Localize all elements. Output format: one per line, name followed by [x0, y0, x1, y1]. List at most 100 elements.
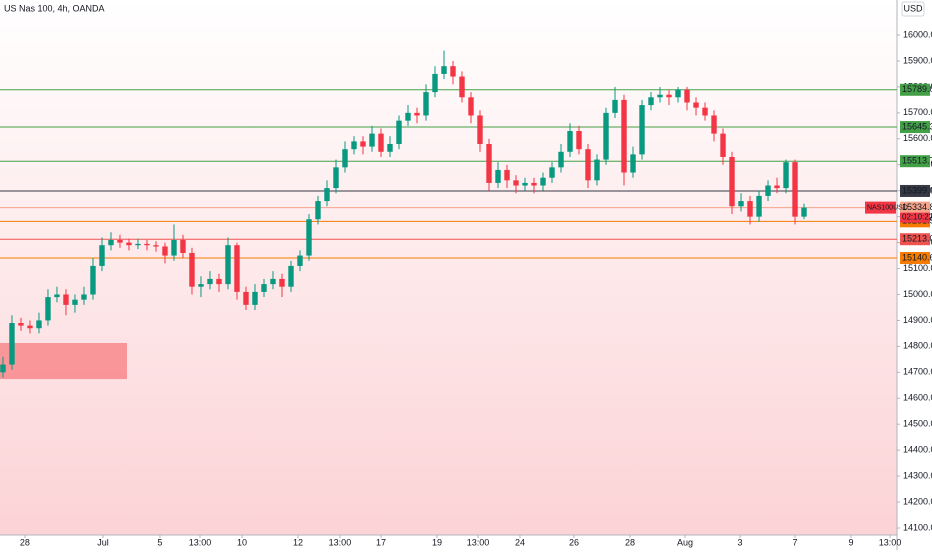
- candle-body: [495, 169, 501, 183]
- candle-body: [585, 149, 591, 181]
- y-tick-label: 16000.0: [903, 29, 932, 39]
- level-label: 15645.3: [902, 121, 932, 131]
- candle-body: [792, 162, 798, 217]
- symbol-tag: [865, 201, 896, 214]
- candle-body: [693, 102, 699, 108]
- candle-body: [567, 131, 573, 152]
- x-tick-label: 13:00: [467, 537, 490, 547]
- x-tick-label: 28: [625, 537, 635, 547]
- candle-body: [252, 291, 258, 305]
- y-tick-label: 14900.0: [903, 315, 932, 325]
- candle-body: [297, 255, 303, 266]
- x-tick-label: 10: [237, 537, 247, 547]
- candle-body: [558, 151, 564, 168]
- candle-body: [225, 245, 231, 285]
- x-tick-label: 7: [793, 537, 798, 547]
- candle-body: [324, 188, 330, 202]
- layer: 14100.0 14200.0 14300.0 14400.0 14500.0 14600…: [0, 29, 932, 547]
- level-label-box: [900, 83, 930, 96]
- zone: [0, 343, 127, 380]
- x-tick-label: 5: [157, 537, 162, 547]
- currency: USD: [903, 3, 923, 13]
- y-tick-label: 14800.0: [903, 341, 932, 351]
- candle-body: [234, 245, 240, 292]
- candle-body: [738, 201, 744, 207]
- candle-body: [612, 99, 618, 113]
- x-tick-label: 3: [738, 537, 743, 547]
- candle-body: [450, 66, 456, 77]
- candle-body: [126, 242, 132, 246]
- level-label: 15399.0: [902, 185, 932, 195]
- y-tick-label: 14700.0: [903, 367, 932, 377]
- candle-body: [468, 97, 474, 116]
- candle-body: [729, 156, 735, 207]
- candle-body: [270, 278, 276, 285]
- candle-body: [243, 291, 249, 305]
- candle-body: [360, 141, 366, 147]
- candle-body: [594, 159, 600, 181]
- candle-body: [153, 245, 159, 247]
- x-tick-label: 12: [293, 537, 303, 547]
- level-label-box: [900, 121, 930, 134]
- candle-body: [405, 112, 411, 121]
- y-tick-label: 15700.0: [903, 107, 932, 117]
- y-tick-label: 15100.0: [903, 263, 932, 273]
- candle-body: [72, 299, 78, 305]
- y-tick-label: 14200.0: [903, 496, 932, 506]
- candle-body: [441, 66, 447, 74]
- candle-body: [531, 182, 537, 186]
- candle-body: [666, 94, 672, 98]
- candle-body: [432, 73, 438, 93]
- candle-body: [711, 115, 717, 134]
- currency-box: [901, 1, 925, 17]
- level-label: 15213.0: [902, 234, 932, 244]
- candle-body: [396, 120, 402, 144]
- candle-body: [504, 169, 510, 181]
- candle-body: [747, 201, 753, 217]
- y-tick-label: 14100.0: [903, 522, 932, 532]
- x-tick-label: 13:00: [329, 537, 352, 547]
- candle-body: [207, 278, 213, 285]
- candle-body: [657, 94, 663, 98]
- candle-body: [351, 141, 357, 150]
- candle-body: [522, 182, 528, 186]
- candle-body: [702, 107, 708, 116]
- candle-body: [54, 294, 60, 298]
- level-label: 15140.6: [902, 252, 932, 262]
- candle-body: [36, 320, 42, 329]
- symbol-label: NAS100USD: [867, 204, 908, 211]
- candle-body: [477, 115, 483, 144]
- candle-body: [63, 294, 69, 305]
- x-tick-label: 17: [376, 537, 386, 547]
- y-tick-label: 14600.0: [903, 393, 932, 403]
- candle-body: [306, 219, 312, 256]
- candle-body: [576, 131, 582, 150]
- x-tick-label: Aug: [677, 537, 693, 547]
- level-label: 15789.0: [902, 84, 932, 94]
- candle-body: [198, 284, 204, 287]
- x-tick-label: 26: [569, 537, 579, 547]
- candle-body: [81, 294, 87, 300]
- x-tick-label: 24: [515, 537, 525, 547]
- candle-body: [333, 167, 339, 189]
- candle-body: [459, 76, 465, 98]
- candle-body: [144, 243, 150, 246]
- level-label: 15334.8: [902, 202, 932, 212]
- y-tick-label: 15900.0: [903, 55, 932, 65]
- candle-body: [801, 207, 807, 217]
- candle-body: [486, 143, 492, 183]
- y-tick-label: 14500.0: [903, 419, 932, 429]
- y-tick-label: 15600.0: [903, 133, 932, 143]
- candle-body: [630, 154, 636, 173]
- level-label-box: [900, 252, 930, 265]
- level-label-box: [900, 233, 930, 246]
- chart-title: US Nas 100, 4h, OANDA: [4, 3, 105, 13]
- candle-body: [90, 265, 96, 295]
- candle-body: [279, 278, 285, 287]
- candle-body: [774, 185, 780, 189]
- x-tick-label: 13:00: [189, 537, 212, 547]
- level-label: 15513.7: [902, 156, 932, 166]
- level-label-box: [900, 201, 930, 214]
- candle-body: [9, 323, 15, 365]
